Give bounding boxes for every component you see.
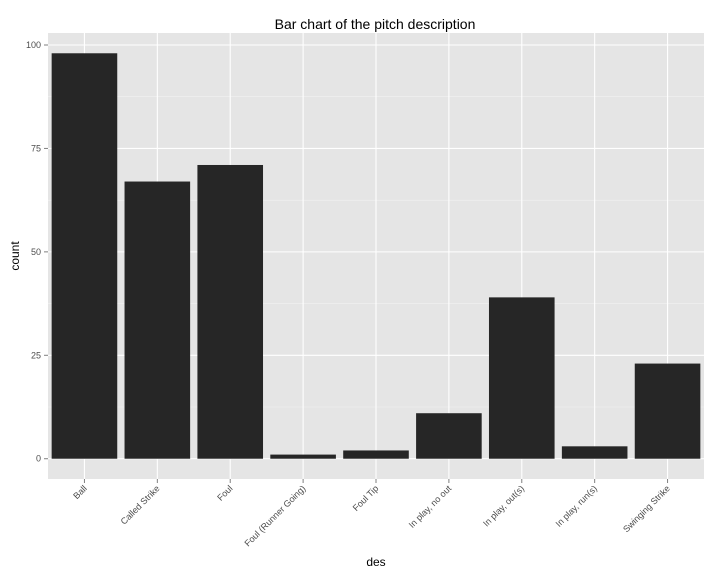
y-axis: 0 25 50 75 100	[26, 40, 48, 464]
bar	[124, 181, 191, 459]
x-tick-label: Swinging Strike	[621, 483, 672, 534]
y-tick-label: 0	[36, 454, 41, 464]
y-axis-title: count	[8, 241, 22, 271]
bar	[561, 446, 628, 459]
y-tick-label: 75	[31, 143, 41, 153]
bar	[634, 363, 701, 459]
x-tick-label: Called Strike	[119, 483, 162, 526]
chart-title: Bar chart of the pitch description	[275, 16, 476, 32]
y-tick-label: 100	[26, 40, 41, 50]
bar	[197, 164, 264, 459]
bar	[51, 53, 118, 459]
x-tick-label: Ball	[71, 483, 89, 501]
bars	[51, 53, 701, 459]
x-tick-label: In play, out(s)	[481, 483, 526, 528]
y-tick-label: 50	[31, 247, 41, 257]
x-tick-label: In play, run(s)	[554, 483, 600, 529]
bar	[270, 454, 336, 459]
bar	[488, 297, 555, 459]
x-tick-label: In play, no out	[407, 483, 454, 530]
x-tick-label: Foul Tip	[351, 483, 381, 513]
bar	[343, 450, 409, 459]
x-axis: Ball Called Strike Foul Foul (Runner Going)…	[71, 479, 672, 548]
y-tick-label: 25	[31, 350, 41, 360]
x-tick-label: Foul (Runner Going)	[242, 483, 307, 548]
x-tick-label: Foul	[215, 483, 234, 502]
bar	[416, 413, 482, 459]
x-axis-title: des	[366, 555, 385, 569]
